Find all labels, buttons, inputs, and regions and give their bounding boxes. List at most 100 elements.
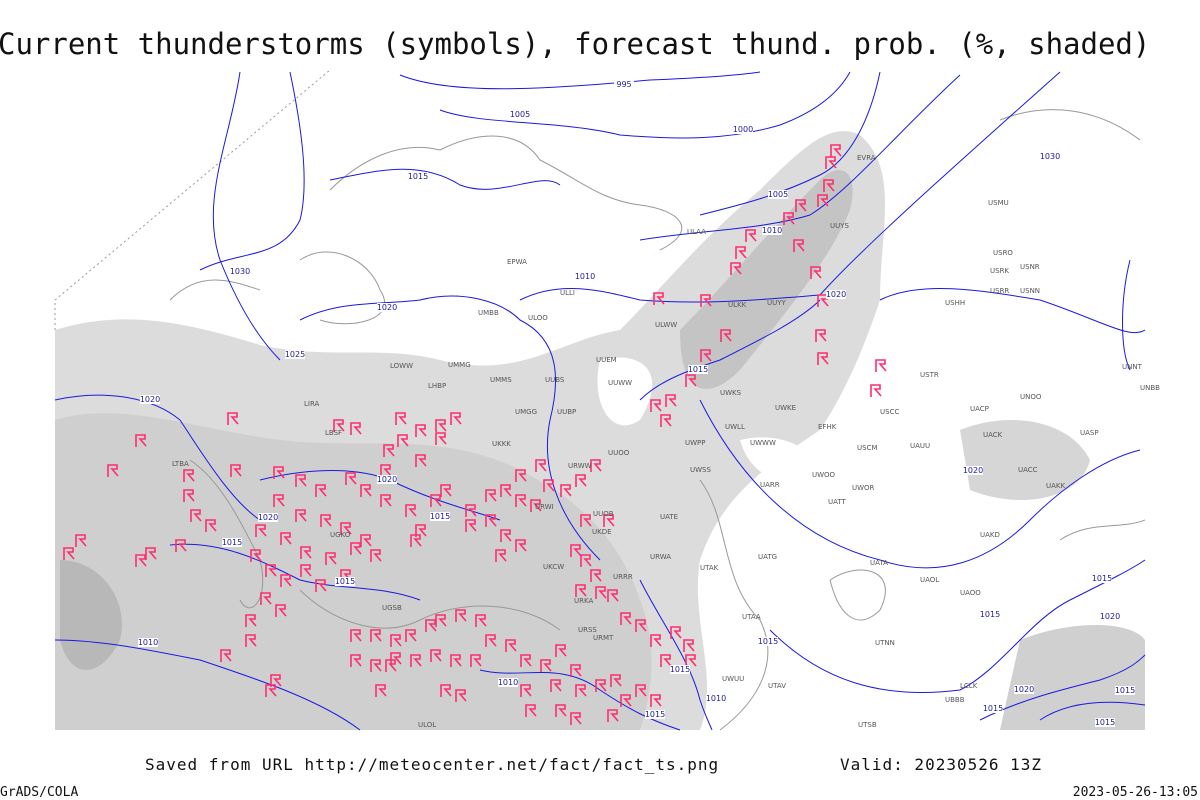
isobar-label-bg [498, 678, 518, 687]
thunderstorm-symbol [275, 604, 287, 617]
isobar-label: 1015 [408, 172, 428, 181]
station-code: UMMS [490, 376, 512, 384]
station-code: USNN [1020, 287, 1040, 295]
isobar-label: 1020 [1014, 685, 1034, 694]
station-code: UTAK [700, 564, 719, 572]
station-code: UUBP [557, 408, 576, 416]
thunderstorm-symbol [570, 664, 582, 677]
thunderstorm-symbol [350, 542, 362, 555]
thunderstorm-symbol [370, 629, 382, 642]
thunderstorm-symbol [660, 654, 672, 667]
thunderstorm-symbol [370, 659, 382, 672]
station-code: UGSB [382, 604, 402, 612]
station-code: UACP [970, 405, 989, 413]
station-code: UWKE [775, 404, 796, 412]
station-code: USMU [988, 199, 1009, 207]
thunderstorm-symbol [610, 674, 622, 687]
thunderstorm-symbol [735, 246, 747, 259]
thunderstorm-symbol [220, 649, 232, 662]
isobar-label-bg [826, 290, 846, 299]
thunderstorm-symbol [390, 634, 402, 647]
isobar-label-bg [377, 303, 397, 312]
station-code: LBSF [325, 429, 342, 437]
station-code: URWW [568, 462, 592, 470]
station-code: UKDE [592, 528, 612, 536]
isobar-label: 1005 [510, 110, 530, 119]
thunderstorm-symbol [345, 472, 357, 485]
thunderstorm-symbol [543, 479, 555, 492]
thunderstorm-symbol [603, 514, 615, 527]
thunderstorm-symbol [325, 552, 337, 565]
station-code: UWOR [852, 484, 875, 492]
thunderstorm-symbol [135, 554, 147, 567]
station-code: UAUU [910, 442, 930, 450]
isobar-label-bg [733, 125, 753, 134]
thunderstorm-symbol [485, 489, 497, 502]
station-code: LHBP [428, 382, 446, 390]
isobar-label: 1020 [1100, 612, 1120, 621]
thunderstorm-symbol [450, 412, 462, 425]
thunderstorm-symbol [360, 484, 372, 497]
thunderstorm-symbol [300, 564, 312, 577]
thunderstorm-symbol [340, 522, 352, 535]
thunderstorm-symbol [700, 349, 712, 362]
isobar-label: 1015 [222, 538, 242, 547]
thunderstorm-symbol [730, 262, 742, 275]
thunderstorm-symbol [550, 679, 562, 692]
station-code: LOWW [390, 362, 413, 370]
thunderstorm-symbol [340, 569, 352, 582]
isobar-label: 1020 [377, 303, 397, 312]
station-code: UWSS [690, 466, 711, 474]
isobar-label-bg [645, 710, 665, 719]
thunderstorm-symbol [250, 549, 262, 562]
station-code: USHH [945, 299, 965, 307]
isobar-label-bg [1014, 685, 1034, 694]
isobar-label-bg [983, 704, 1003, 713]
station-code: UWUU [722, 675, 744, 683]
isobar-label-bg [1115, 686, 1135, 695]
station-code: UTAA [742, 613, 761, 621]
thunderstorm-symbols [63, 144, 887, 725]
isobar-label: 1010 [706, 694, 726, 703]
isobar-label-bg [138, 638, 158, 647]
isobar-label-bg [706, 694, 726, 703]
thunderstorm-symbol [670, 626, 682, 639]
thunderstorm-symbol [535, 459, 547, 472]
thunderstorm-symbol [440, 684, 452, 697]
thunderstorm-symbol [575, 684, 587, 697]
thunderstorm-symbol [273, 466, 285, 479]
isobar-label: 1015 [688, 365, 708, 374]
thunderstorm-symbol [555, 644, 567, 657]
isobar-label: 1020 [963, 466, 983, 475]
grid [54, 69, 331, 330]
thunderstorm-symbol [333, 419, 345, 432]
isobar-label: 1010 [762, 226, 782, 235]
thunderstorm-symbol [475, 614, 487, 627]
thunderstorm-symbol [590, 569, 602, 582]
isobar-label-bg [258, 513, 278, 522]
station-code: UTSB [858, 721, 877, 729]
station-code: URMT [593, 634, 614, 642]
thunderstorm-symbol [875, 359, 887, 372]
thunderstorm-symbol [183, 489, 195, 502]
thunderstorm-symbol [300, 546, 312, 559]
thunderstorm-symbol [145, 547, 157, 560]
isobar-label: 1015 [1092, 574, 1112, 583]
station-code: ULOO [528, 314, 548, 322]
isobar-label-bg [1092, 574, 1112, 583]
thunderstorm-symbol [570, 712, 582, 725]
station-code: EVRA [857, 154, 876, 162]
thunderstorm-symbol [685, 374, 697, 387]
isobar-label-bg [614, 80, 634, 89]
thunderstorm-symbol [595, 586, 607, 599]
isobar-label: 1015 [335, 577, 355, 586]
station-code: URRR [613, 573, 633, 581]
isobar-label: 1030 [230, 267, 250, 276]
thunderstorm-symbol [520, 654, 532, 667]
thunderstorm-symbol [380, 494, 392, 507]
station-code: EPWA [507, 258, 527, 266]
thunderstorm-symbol [470, 654, 482, 667]
thunderstorm-symbol [205, 519, 217, 532]
thunderstorm-symbol [575, 474, 587, 487]
